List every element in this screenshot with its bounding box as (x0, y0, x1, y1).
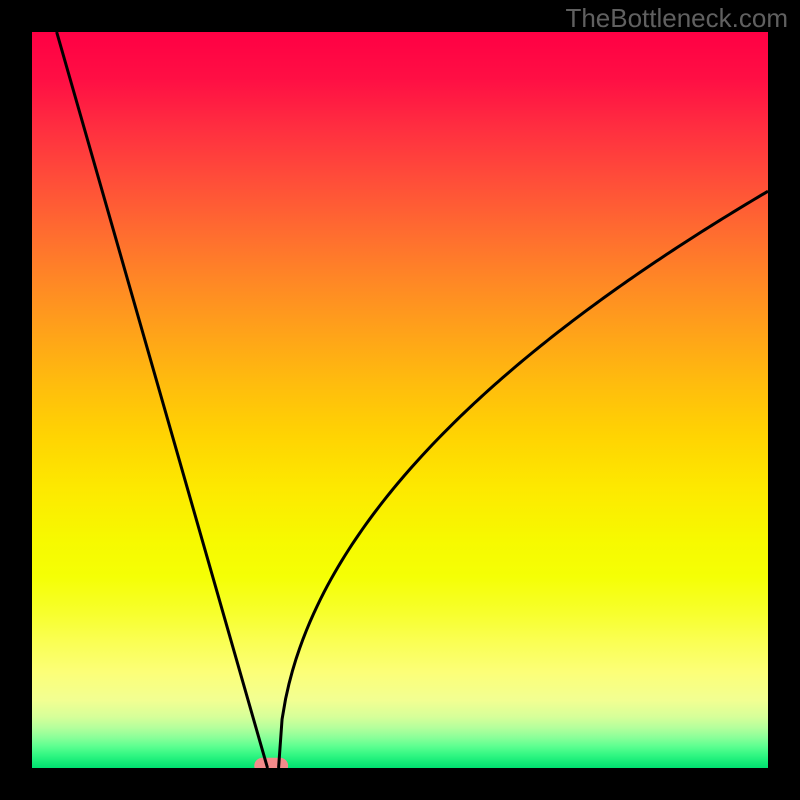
chart-svg: TheBottleneck.com (0, 0, 800, 800)
plot-background (32, 32, 768, 768)
chart-figure: TheBottleneck.com (0, 0, 800, 800)
attribution-text: TheBottleneck.com (565, 3, 788, 33)
